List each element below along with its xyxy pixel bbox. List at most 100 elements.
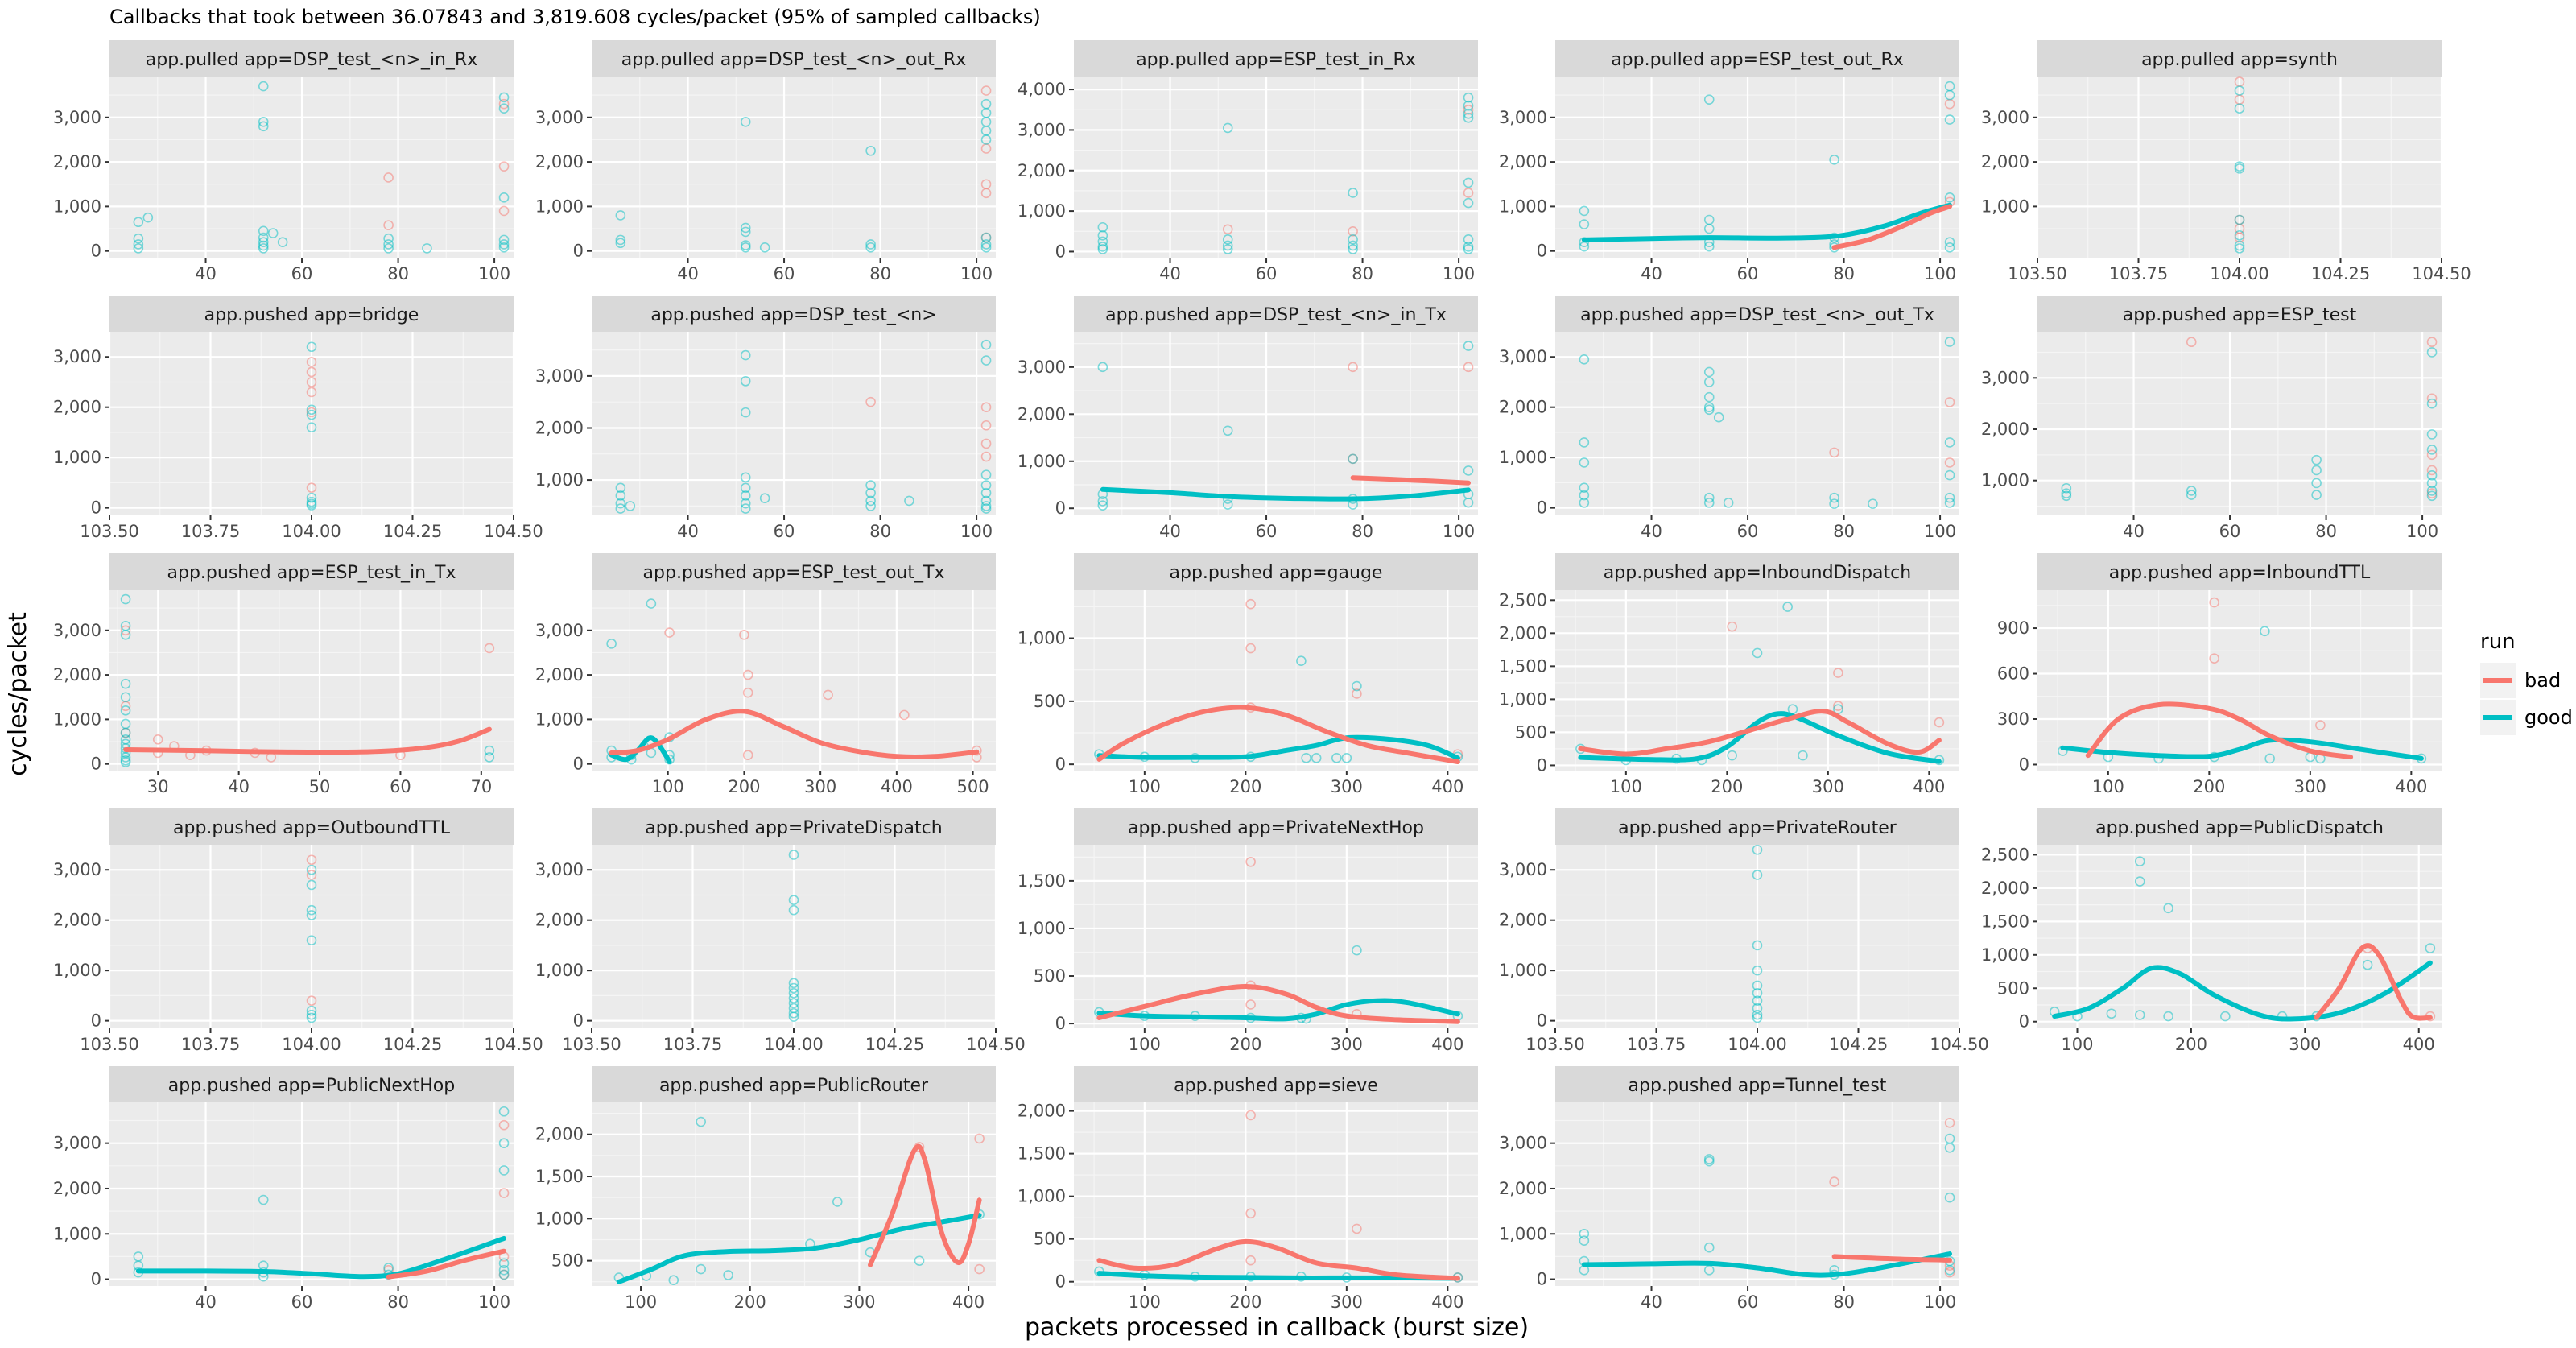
x-tick-label: 300 (804, 777, 836, 796)
bad-point (899, 709, 910, 721)
facet-panel: app.pushed app=OutboundTTL 103.50 103.75 10… (53, 808, 543, 1054)
y-tick-label: 1,000 (1018, 201, 1066, 221)
good-smooth-line (1581, 202, 1952, 242)
good-point (306, 500, 317, 511)
good-point (740, 472, 751, 483)
x-tick-label: 100 (1443, 522, 1475, 541)
bad-point (1348, 362, 1358, 373)
facet-strip-label: app.pushed app=PublicDispatch (2095, 818, 2384, 838)
y-tick-label: 2,000 (1499, 911, 1547, 930)
x-tick-label: 104.50 (966, 1035, 1025, 1054)
good-point (498, 1106, 510, 1117)
bad-point (1245, 856, 1256, 867)
facet-panel: app.pushed app=Tunnel_test 40 60 80 100 0 1,00… (1499, 1066, 1959, 1312)
x-tick-label: 103.75 (1627, 1035, 1686, 1054)
facet-panel: app.pushed app=InboundTTL 100 200 300 400 0 30… (1997, 553, 2442, 796)
good-point (914, 1255, 925, 1266)
good-point (788, 1007, 799, 1019)
legend-title: run (2480, 630, 2516, 654)
panel-background (592, 590, 996, 771)
good-point (306, 409, 317, 420)
facet-strip-label: app.pulled app=DSP_test_<n>_in_Rx (146, 50, 477, 70)
x-tick-label: 100 (2061, 1035, 2093, 1054)
good-point (306, 935, 317, 945)
good-point (306, 1009, 317, 1020)
y-tick-label: 3,000 (53, 108, 101, 127)
facet-panel: app.pushed app=gauge 100 200 300 400 0 500 1,00… (1018, 553, 1478, 796)
x-tick-label: 103.50 (2008, 264, 2066, 283)
facet-panel: app.pushed app=ESP_test 40 60 80 100 1,000 2,0… (1981, 296, 2442, 541)
x-tick-label: 40 (1641, 522, 1662, 541)
good-point (740, 498, 751, 509)
good-point (484, 745, 495, 756)
good-point (2234, 85, 2245, 96)
good-point (1752, 987, 1763, 999)
x-tick-label: 103.75 (663, 1035, 722, 1054)
bad-point (306, 482, 317, 493)
y-tick-label: 1,500 (1018, 871, 1066, 891)
x-tick-label: 40 (677, 522, 699, 541)
y-tick-label: 3,000 (53, 860, 101, 879)
x-tick-label: 200 (2175, 1035, 2207, 1054)
bad-smooth-line (386, 1248, 506, 1280)
y-tick-label: 0 (1055, 755, 1066, 774)
x-tick-label: 104.00 (2210, 264, 2268, 283)
good-point (306, 1005, 317, 1016)
bad-point (383, 220, 394, 230)
good-point (484, 752, 495, 763)
x-tick-label: 80 (1833, 1292, 1855, 1312)
panel-background (1074, 332, 1478, 515)
good-point (277, 237, 288, 247)
good-point (2234, 243, 2245, 254)
good-point (1348, 234, 1358, 245)
facet-strip-label: app.pulled app=synth (2141, 50, 2338, 70)
good-point (1097, 230, 1108, 241)
x-tick-label: 400 (1431, 1292, 1463, 1312)
good-point (980, 239, 992, 250)
legend-label-bad: bad (2524, 669, 2561, 692)
facet-panel: app.pushed app=DSP_test_<n> 40 60 80 100 1,00… (535, 296, 996, 541)
y-tick-label: 0 (2019, 1012, 2029, 1032)
x-tick-label: 100 (1924, 522, 1956, 541)
good-point (865, 487, 876, 498)
bad-point (980, 420, 992, 431)
y-tick-label: 1,000 (535, 470, 584, 490)
bad-point (2426, 337, 2438, 348)
x-tick-label: 50 (309, 777, 331, 796)
y-tick-label: 2,000 (1018, 404, 1066, 424)
x-tick-label: 60 (1737, 1292, 1759, 1312)
x-tick-label: 300 (1331, 777, 1363, 796)
good-point (832, 1197, 843, 1207)
good-point (865, 480, 876, 490)
facet-strip-label: app.pushed app=DSP_test_<n>_in_Tx (1105, 305, 1447, 325)
good-point (1463, 113, 1474, 123)
y-tick-label: 0 (1055, 1272, 1066, 1292)
y-tick-label: 2,000 (535, 665, 584, 684)
good-smooth-line (609, 735, 672, 764)
good-smooth-line (1096, 998, 1460, 1022)
good-point (1752, 1012, 1763, 1023)
y-tick-label: 1,000 (53, 448, 101, 467)
x-tick-label: 80 (1833, 522, 1855, 541)
good-point (1222, 234, 1233, 245)
y-tick-label: 600 (1997, 664, 2029, 684)
x-tick-label: 500 (957, 777, 989, 796)
good-point (2311, 478, 2322, 489)
x-tick-label: 400 (952, 1292, 985, 1312)
good-point (2311, 465, 2322, 476)
good-point (133, 243, 144, 254)
x-tick-label: 40 (2123, 522, 2145, 541)
good-point (740, 482, 751, 494)
bad-point (306, 870, 317, 880)
y-tick-label: 1,000 (1018, 452, 1066, 471)
facet-strip-label: app.pushed app=PublicNextHop (168, 1076, 455, 1096)
y-tick-label: 0 (1055, 498, 1066, 518)
y-tick-label: 500 (1997, 978, 2029, 998)
y-tick-label: 2,000 (1018, 161, 1066, 180)
facet-strip (1074, 296, 1478, 333)
good-point (258, 240, 269, 251)
good-point (788, 850, 799, 860)
facet-strip (592, 553, 996, 590)
y-tick-label: 1,000 (1499, 1224, 1547, 1243)
